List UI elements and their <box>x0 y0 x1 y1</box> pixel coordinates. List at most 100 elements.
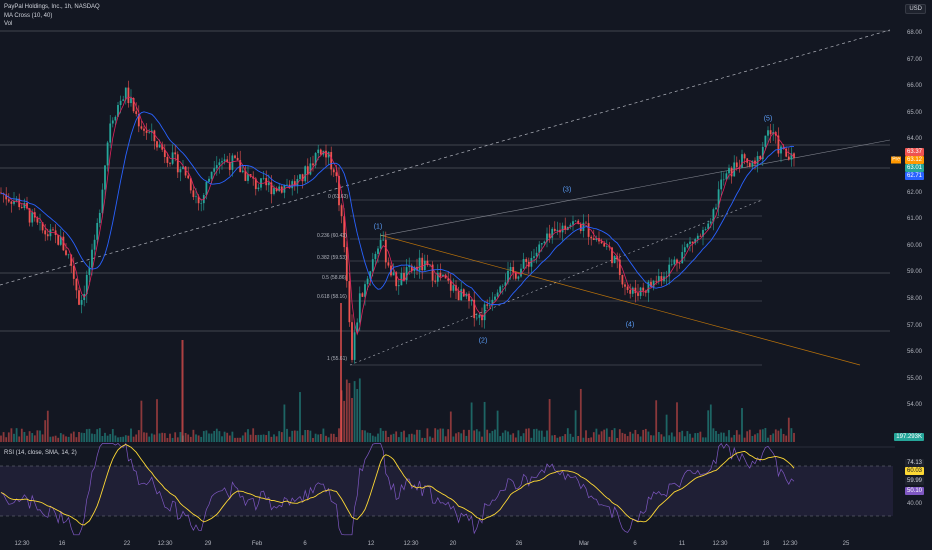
candle-body <box>278 186 281 192</box>
volume-bar <box>374 436 377 442</box>
volume-bar <box>345 379 348 442</box>
symbol-title[interactable]: PayPal Holdings, Inc., 1h, NASDAQ <box>4 4 100 10</box>
volume-bar <box>551 435 554 442</box>
candle-body <box>787 156 790 160</box>
volume-bar <box>431 437 434 442</box>
volume-bar <box>88 428 91 442</box>
candle-body <box>387 262 390 266</box>
volume-bar <box>488 433 491 442</box>
candle-body <box>473 299 476 319</box>
candle-body <box>75 278 78 291</box>
volume-bar <box>772 433 775 442</box>
time-axis-tick: 25 <box>842 541 850 547</box>
volume-bar <box>98 428 101 442</box>
volume-bar <box>330 433 333 442</box>
volume-bar <box>408 434 411 442</box>
volume-bar <box>247 429 249 442</box>
volume-bar <box>569 433 572 442</box>
volume-bar <box>748 429 751 442</box>
candle-body <box>340 205 343 217</box>
volume-bar <box>517 430 520 442</box>
volume-bar <box>101 435 104 442</box>
candle-body <box>343 216 346 248</box>
candle-body <box>785 148 788 157</box>
volume-indicator-label[interactable]: Vol <box>4 21 13 27</box>
volume-bar <box>137 430 140 442</box>
volume-bar <box>759 429 762 442</box>
currency-button[interactable]: USD <box>905 4 926 14</box>
candle-body <box>720 179 723 190</box>
candle-body <box>488 305 491 306</box>
volume-bar <box>239 437 242 442</box>
ma-cross-indicator-label[interactable]: MA Cross (10, 40) <box>4 12 53 19</box>
volume-bar <box>176 437 179 442</box>
candle-body <box>65 250 67 255</box>
volume-bar <box>210 433 213 442</box>
volume-bar <box>96 429 99 442</box>
volume-bar <box>2 432 5 442</box>
candle-body <box>273 188 275 195</box>
volume-bar <box>785 435 788 442</box>
volume-bar <box>535 428 538 442</box>
volume-bar <box>561 436 564 442</box>
price-tag-last: 63.01 <box>904 164 924 172</box>
volume-bar <box>478 431 481 442</box>
volume-bar <box>702 437 704 442</box>
candle-body <box>148 132 151 134</box>
volume-bar <box>189 436 192 442</box>
candle-body <box>234 155 236 158</box>
price-tag-ma: 62.71 <box>904 172 924 180</box>
candle-body <box>306 166 309 175</box>
volume-bar <box>236 437 239 442</box>
candle-body <box>572 221 574 225</box>
candle-body <box>78 290 80 305</box>
volume-bar <box>150 433 153 442</box>
volume-bar <box>670 432 673 442</box>
candle-body <box>241 170 244 173</box>
time-axis-tick: 6 <box>303 541 307 547</box>
volume-bar <box>572 436 574 442</box>
volume-bar <box>475 429 478 442</box>
candle-body <box>132 98 135 112</box>
volume-bar <box>241 435 244 442</box>
candle-body <box>221 161 223 163</box>
candle-body <box>722 179 725 181</box>
volume-bar <box>764 428 767 442</box>
rsi-indicator-label[interactable]: RSI (14, close, SMA, 14, 2) <box>4 450 77 456</box>
volume-bar <box>231 431 234 442</box>
candle-body <box>611 247 613 264</box>
volume-bar <box>553 434 556 442</box>
candle-body <box>689 241 691 244</box>
candle-body <box>161 144 164 150</box>
candle-body <box>670 264 673 266</box>
candle-body <box>392 272 395 276</box>
price-axis-tick: 55.00 <box>906 375 922 382</box>
volume-bar <box>533 429 535 442</box>
candle-body <box>26 202 28 209</box>
volume-bar <box>509 434 512 442</box>
candle-body <box>226 159 229 163</box>
volume-bar <box>335 437 338 442</box>
volume-bar <box>309 430 312 442</box>
volume-bar <box>715 431 717 442</box>
volume-bar <box>483 401 486 442</box>
candle-body <box>213 168 216 172</box>
volume-bar <box>179 432 182 442</box>
candle-body <box>377 248 379 254</box>
candle-body <box>735 162 738 167</box>
volume-bar <box>720 432 723 442</box>
candle-body <box>715 207 717 210</box>
candle-body <box>80 300 83 305</box>
candle-body <box>197 196 200 204</box>
volume-bar <box>109 434 112 442</box>
volume-bar <box>447 429 450 442</box>
time-axis-tick: 6 <box>633 541 637 547</box>
volume-bar <box>579 388 582 442</box>
volume-bar <box>215 428 218 442</box>
time-axis-tick: Feb <box>251 541 263 547</box>
candle-body <box>379 240 382 249</box>
candle-body <box>613 256 616 264</box>
candle-body <box>761 146 764 160</box>
